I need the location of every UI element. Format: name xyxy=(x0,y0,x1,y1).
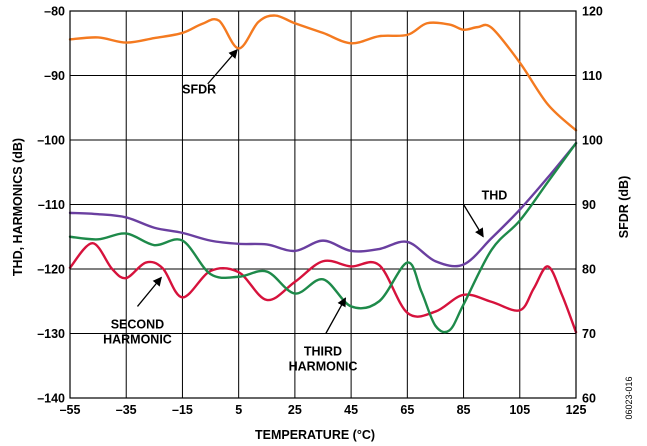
plot-frame xyxy=(69,10,577,399)
annotation-line: SFDR xyxy=(182,83,216,97)
annotation-label: THD xyxy=(482,188,508,202)
y-left-tick-label: –80 xyxy=(44,5,65,19)
annotation-line: SECOND xyxy=(111,317,164,331)
series-line-sfdr xyxy=(68,14,578,132)
y-left-tick-label: –100 xyxy=(37,134,65,148)
x-tick-labels: –55 –35 –15 5 25 45 65 85 105 125 xyxy=(60,403,587,417)
y-right-tick-label: 60 xyxy=(582,392,596,406)
x-tick-label: 125 xyxy=(566,403,587,417)
y-left-tick-label: –130 xyxy=(37,327,65,341)
x-tick-label: 85 xyxy=(457,403,471,417)
x-tick-label: 45 xyxy=(344,403,358,417)
y-left-tick-label: –90 xyxy=(44,69,65,83)
y-left-tick-labels: –140 –130 –120 –110 –100 –90 –80 xyxy=(37,5,65,406)
series-line-second-harmonic xyxy=(68,241,578,334)
annotation-line: THIRD xyxy=(304,344,342,358)
annotation-arrow xyxy=(136,276,162,307)
y-right-tick-label: 100 xyxy=(582,134,603,148)
annotation-arrow xyxy=(207,49,238,85)
annotation-arrow xyxy=(463,204,484,238)
x-tick-label: –35 xyxy=(116,403,137,417)
annotation-arrows xyxy=(136,49,484,334)
y-right-tick-labels: 60 70 80 90 100 110 120 xyxy=(582,5,603,406)
annotation-label: SECOND HARMONIC xyxy=(103,317,172,346)
y-left-tick-label: –110 xyxy=(38,198,65,212)
x-tick-label: –55 xyxy=(60,403,81,417)
annotation-line: HARMONIC xyxy=(289,359,358,373)
x-axis-title: TEMPERATURE (°C) xyxy=(255,428,375,442)
series-line-third-harmonic xyxy=(68,142,578,334)
x-tick-label: 25 xyxy=(288,403,302,417)
figure-id: 06023-016 xyxy=(624,376,634,419)
y-right-axis-title: SFDR (dB) xyxy=(617,176,631,239)
y-right-tick-label: 70 xyxy=(582,327,596,341)
y-right-tick-label: 110 xyxy=(582,69,602,83)
x-tick-label: 5 xyxy=(235,403,242,417)
annotation-arrow xyxy=(325,297,347,334)
x-tick-label: –15 xyxy=(172,403,193,417)
annotation-line: THD xyxy=(482,188,508,202)
series-line-thd xyxy=(68,142,578,268)
annotation-line: HARMONIC xyxy=(103,332,172,346)
y-left-tick-label: –120 xyxy=(37,263,65,277)
y-left-axis-title: THD, HARMONICS (dB) xyxy=(11,138,25,276)
x-tick-label: 65 xyxy=(400,403,414,417)
series-group xyxy=(68,14,578,334)
y-right-tick-label: 90 xyxy=(582,198,596,212)
y-right-tick-label: 80 xyxy=(582,263,596,277)
y-right-tick-label: 120 xyxy=(582,5,603,19)
x-tick-label: 105 xyxy=(509,403,530,417)
y-left-tick-label: –140 xyxy=(37,392,65,406)
annotation-label: SFDR xyxy=(182,83,216,97)
annotation-label: THIRD HARMONIC xyxy=(289,344,358,373)
